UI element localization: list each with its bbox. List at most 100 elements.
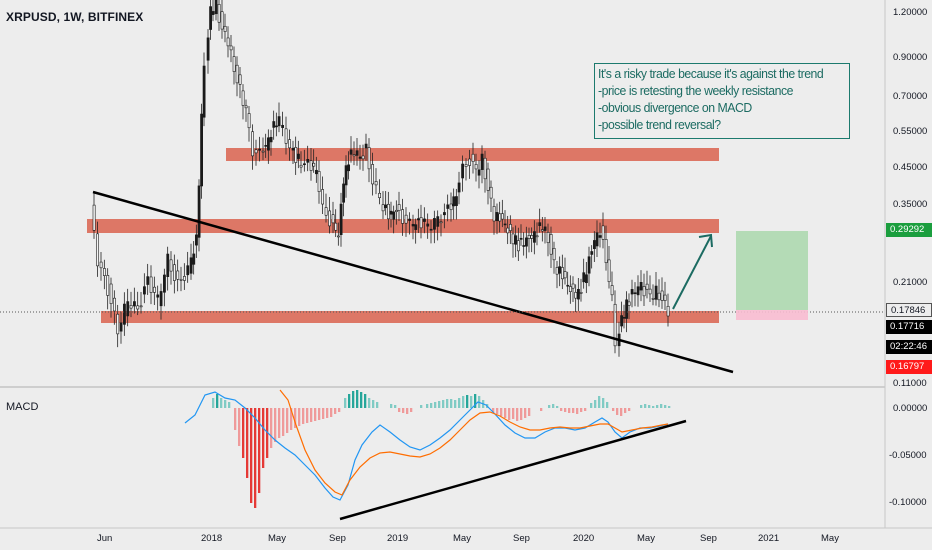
candle-body bbox=[579, 292, 583, 294]
candle-body bbox=[206, 37, 210, 61]
candle-body bbox=[126, 301, 130, 317]
candle-body bbox=[535, 235, 539, 238]
candle-body bbox=[192, 253, 196, 265]
candle-body bbox=[116, 313, 120, 335]
candle-body bbox=[527, 235, 531, 239]
candle-body bbox=[408, 218, 412, 221]
macd-bar bbox=[368, 398, 371, 408]
candle-body bbox=[92, 204, 96, 231]
price-tick: 0.35000 bbox=[893, 199, 928, 210]
candle-body bbox=[648, 288, 652, 295]
macd-bar bbox=[524, 408, 527, 418]
macd-bar bbox=[508, 408, 511, 420]
macd-bar bbox=[278, 408, 281, 438]
candle-body bbox=[106, 275, 110, 296]
macd-bar bbox=[274, 408, 277, 442]
candle-body bbox=[419, 217, 423, 229]
candle-body bbox=[590, 251, 594, 255]
candle-body bbox=[543, 226, 547, 231]
candle-body bbox=[315, 169, 318, 175]
macd-bar bbox=[668, 406, 671, 408]
candle-body bbox=[642, 286, 646, 297]
candle-body bbox=[200, 113, 204, 187]
macd-bar bbox=[496, 408, 499, 414]
candle-body bbox=[367, 147, 371, 170]
time-tick: Sep bbox=[700, 533, 717, 544]
candle-body bbox=[414, 224, 418, 230]
candle-body bbox=[347, 164, 351, 172]
candle-body bbox=[433, 218, 436, 230]
trade-idea-note[interactable]: It's a risky trade because it's against … bbox=[594, 63, 850, 139]
macd-bar bbox=[364, 394, 367, 408]
macd-bar bbox=[306, 408, 309, 423]
candle-body bbox=[299, 164, 303, 168]
time-tick: 2021 bbox=[758, 533, 780, 544]
macd-bar bbox=[620, 408, 623, 416]
candle-body bbox=[169, 259, 173, 272]
candle-body bbox=[195, 234, 198, 246]
candle-body bbox=[426, 223, 430, 227]
candle-body bbox=[264, 145, 268, 147]
macd-tick: -0.05000 bbox=[889, 450, 927, 461]
candle-body bbox=[495, 212, 499, 221]
candle-body bbox=[439, 221, 443, 224]
candle-body bbox=[449, 203, 453, 211]
macd-bar bbox=[450, 399, 453, 408]
candle-body bbox=[480, 153, 484, 170]
macd-bar bbox=[656, 405, 659, 408]
candle-body bbox=[344, 165, 348, 186]
candle-body bbox=[443, 212, 446, 216]
long-position-target-box bbox=[736, 231, 808, 310]
candle-body bbox=[627, 301, 631, 306]
candle-body bbox=[277, 116, 281, 127]
candle-body bbox=[397, 204, 401, 211]
candle-body bbox=[498, 213, 502, 222]
macd-bar bbox=[410, 408, 413, 412]
candle-body bbox=[261, 150, 265, 153]
candle-body bbox=[574, 291, 578, 299]
candle-body bbox=[303, 163, 306, 166]
candle-body bbox=[533, 231, 536, 243]
candle-body bbox=[625, 299, 629, 319]
macd-bar bbox=[338, 408, 341, 412]
candle-body bbox=[401, 209, 405, 224]
candle-body bbox=[492, 206, 496, 222]
time-tick: May bbox=[821, 533, 839, 544]
candle-body bbox=[657, 292, 661, 301]
price-tick: 0.90000 bbox=[893, 52, 928, 63]
macd-bar bbox=[290, 408, 293, 430]
macd-indicator-label[interactable]: MACD bbox=[6, 401, 39, 413]
candle-body bbox=[538, 222, 542, 226]
candle-body bbox=[361, 155, 365, 160]
candle-body bbox=[452, 196, 456, 207]
candle-body bbox=[610, 285, 614, 296]
macd-bar bbox=[212, 398, 215, 408]
candle-body bbox=[601, 225, 605, 240]
candle-body bbox=[461, 163, 465, 179]
macd-bar bbox=[430, 403, 433, 408]
candle-body bbox=[183, 276, 186, 281]
candle-body bbox=[337, 235, 340, 238]
macd-bar bbox=[286, 408, 289, 433]
candle-body bbox=[517, 240, 520, 252]
candle-body bbox=[660, 290, 664, 301]
note-line-1: It's a risky trade because it's against … bbox=[598, 66, 824, 81]
candle-body bbox=[143, 286, 146, 295]
macd-bar bbox=[648, 405, 651, 408]
candle-body bbox=[585, 274, 588, 284]
macd-bar bbox=[398, 408, 401, 412]
macd-bar bbox=[568, 408, 571, 413]
candle-body bbox=[214, 0, 218, 15]
macd-bar bbox=[540, 408, 543, 411]
candle-body bbox=[582, 272, 586, 283]
macd-bar bbox=[390, 404, 393, 408]
macd-bar bbox=[270, 408, 273, 448]
candle-body bbox=[217, 4, 221, 23]
candle-body bbox=[457, 182, 461, 193]
candle-body bbox=[209, 6, 213, 30]
projection-arrow bbox=[672, 233, 713, 310]
candle-body bbox=[371, 164, 375, 185]
candle-body bbox=[166, 253, 170, 277]
macd-bar bbox=[266, 408, 269, 458]
candle-body bbox=[355, 150, 359, 156]
